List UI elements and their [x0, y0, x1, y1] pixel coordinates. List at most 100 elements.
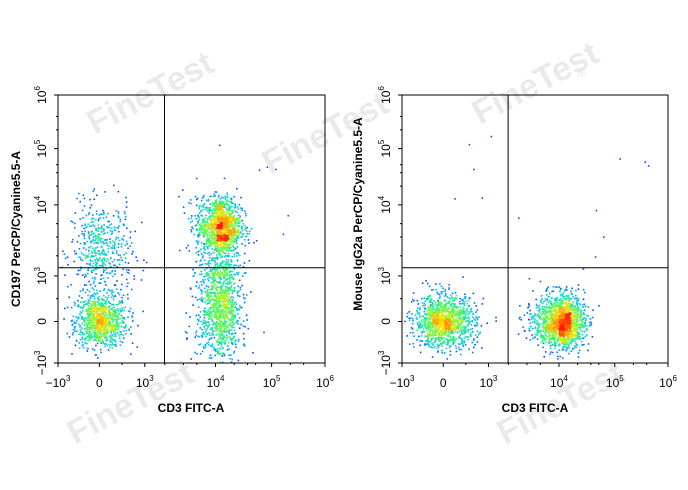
- event-dot: [218, 230, 221, 232]
- event-dot: [227, 308, 230, 311]
- event-dot: [80, 318, 83, 320]
- event-dot: [127, 297, 129, 300]
- event-dot: [210, 285, 213, 287]
- event-dot: [219, 207, 222, 209]
- event-dot: [99, 227, 102, 230]
- event-dot: [204, 278, 207, 281]
- event-dot: [423, 304, 426, 307]
- event-dot: [221, 271, 224, 274]
- event-dot: [203, 223, 206, 226]
- event-dot: [100, 325, 102, 328]
- event-dot: [215, 220, 217, 223]
- event-dot: [220, 334, 222, 336]
- event-dot: [225, 269, 227, 271]
- event-dot: [214, 322, 216, 325]
- event-dot: [228, 246, 230, 249]
- event-dot: [95, 321, 97, 324]
- event-dot: [106, 238, 109, 241]
- event-dot: [116, 303, 118, 306]
- event-dot: [237, 219, 240, 221]
- event-dot: [232, 209, 234, 212]
- event-dot: [93, 295, 95, 298]
- event-dot: [230, 311, 233, 313]
- event-dot: [76, 197, 78, 200]
- event-dot: [200, 224, 202, 227]
- event-dot: [215, 289, 218, 291]
- event-dot: [95, 354, 98, 356]
- event-dot: [222, 247, 224, 250]
- event-dot: [227, 238, 229, 240]
- event-dot: [438, 326, 441, 329]
- event-dot: [429, 295, 432, 298]
- event-dot: [81, 331, 84, 334]
- event-dot: [206, 312, 209, 315]
- event-dot: [114, 312, 116, 314]
- event-dot: [229, 270, 232, 272]
- event-dot: [230, 274, 233, 276]
- event-dot: [461, 340, 463, 342]
- event-dot: [206, 299, 208, 301]
- event-dot: [234, 290, 236, 292]
- event-dot: [87, 339, 90, 342]
- event-dot: [194, 271, 196, 274]
- event-dot: [100, 314, 103, 316]
- event-dot: [94, 331, 96, 333]
- event-dot: [428, 307, 430, 310]
- event-dot: [226, 324, 229, 327]
- x-tick-label: −103: [46, 374, 71, 390]
- event-dot: [206, 206, 208, 208]
- event-dot: [129, 310, 131, 313]
- event-dot: [128, 272, 130, 274]
- event-dot: [202, 255, 204, 257]
- event-dot: [118, 259, 121, 261]
- event-dot: [445, 329, 448, 331]
- event-dot: [103, 253, 106, 256]
- event-dot: [229, 221, 231, 223]
- event-dot: [219, 222, 222, 224]
- event-dot: [457, 312, 460, 314]
- event-dot: [224, 313, 226, 316]
- event-dot: [198, 212, 201, 214]
- event-dot: [83, 284, 86, 286]
- event-dot: [229, 297, 232, 299]
- event-dot: [84, 337, 86, 340]
- event-dot: [237, 230, 240, 233]
- event-dot: [207, 312, 210, 315]
- event-dot: [85, 323, 87, 326]
- event-dot: [440, 305, 442, 308]
- event-dot: [222, 338, 225, 341]
- event-dot: [91, 252, 94, 254]
- event-dot: [226, 209, 228, 211]
- event-dot: [230, 306, 233, 309]
- event-dot: [447, 331, 449, 333]
- event-dot: [126, 227, 128, 230]
- event-dot: [447, 327, 449, 330]
- event-dot: [195, 224, 198, 227]
- event-dot: [225, 286, 227, 288]
- event-dot: [222, 314, 224, 317]
- event-dot: [236, 211, 238, 213]
- event-dot: [220, 311, 222, 313]
- event-dot: [220, 242, 223, 244]
- event-dot: [203, 228, 205, 230]
- event-dot: [463, 307, 465, 310]
- event-dot: [214, 195, 216, 197]
- event-dot: [212, 213, 215, 216]
- event-dot: [130, 353, 132, 355]
- event-dot: [73, 325, 75, 328]
- event-dot: [232, 314, 234, 316]
- event-dot: [225, 315, 228, 317]
- event-dot: [443, 295, 446, 297]
- event-dot: [111, 336, 113, 339]
- event-dot: [221, 256, 223, 259]
- event-dot: [94, 278, 96, 280]
- event-dot: [86, 240, 89, 243]
- event-dot: [88, 326, 91, 329]
- event-dot: [112, 310, 115, 312]
- event-dot: [207, 246, 209, 249]
- event-dot: [87, 311, 90, 314]
- event-dot: [244, 252, 246, 255]
- event-dot: [82, 347, 85, 349]
- event-dot: [218, 194, 220, 197]
- event-dot: [463, 328, 465, 330]
